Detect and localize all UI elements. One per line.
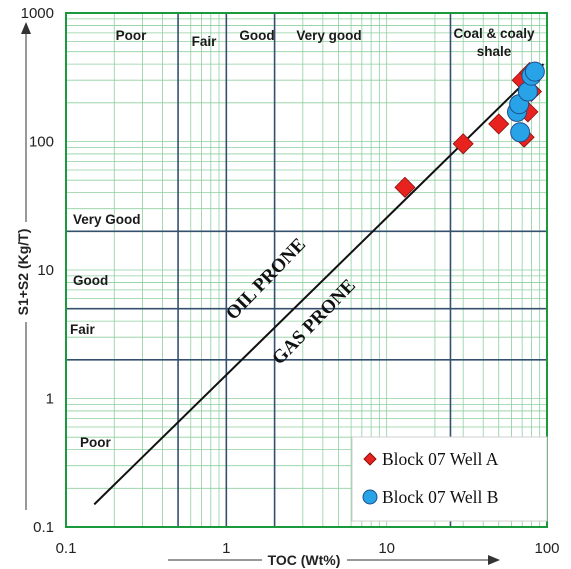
toc-label-coal: Coal & coaly (453, 26, 535, 41)
tick-labels: 0.1 1 10 100 0.1 1 10 100 1000 (21, 5, 560, 557)
s1s2-label-good: Good (73, 273, 108, 288)
legend-label-well-a: Block 07 Well A (382, 449, 499, 469)
x-tick-label: 0.1 (56, 540, 77, 557)
data-point-well-b (524, 61, 545, 82)
s1s2-label-very-good: Very Good (73, 212, 141, 227)
y-tick-label: 1000 (21, 5, 54, 22)
legend: Block 07 Well A Block 07 Well B (351, 436, 548, 522)
legend-label-well-b: Block 07 Well B (382, 487, 498, 507)
plot-border (65, 12, 548, 528)
toc-label-fair: Fair (192, 34, 218, 49)
y-tick-label: 0.1 (33, 519, 54, 536)
toc-label-poor: Poor (116, 28, 147, 43)
x-tick-label: 100 (534, 540, 559, 557)
y-tick-label: 100 (29, 134, 54, 151)
oil-prone-label: OIL PRONE (222, 234, 310, 324)
toc-label-shale: shale (477, 44, 512, 59)
x-tick-label: 1 (222, 540, 230, 557)
legend-marker-well-b (362, 489, 378, 505)
s1s2-label-poor: Poor (80, 435, 111, 450)
s1s2-label-fair: Fair (70, 322, 96, 337)
y-axis-arrow (21, 22, 31, 510)
data-point-well-a (394, 176, 416, 198)
y-tick-label: 1 (46, 391, 54, 408)
data-point-well-b (510, 122, 531, 143)
data-points (394, 61, 545, 198)
x-tick-label: 10 (378, 540, 395, 557)
toc-label-good: Good (239, 28, 274, 43)
y-axis-title: S1+S2 (Kg/T) (15, 229, 31, 316)
oil-gas-divider-line (93, 63, 545, 506)
x-axis-title: TOC (Wt%) (268, 552, 341, 568)
legend-marker-well-a (363, 452, 377, 466)
toc-label-very-good: Very good (296, 28, 361, 43)
y-tick-label: 10 (37, 262, 54, 279)
data-point-well-a (452, 133, 474, 155)
data-point-well-a (488, 113, 510, 135)
x-axis-arrow (168, 555, 500, 565)
